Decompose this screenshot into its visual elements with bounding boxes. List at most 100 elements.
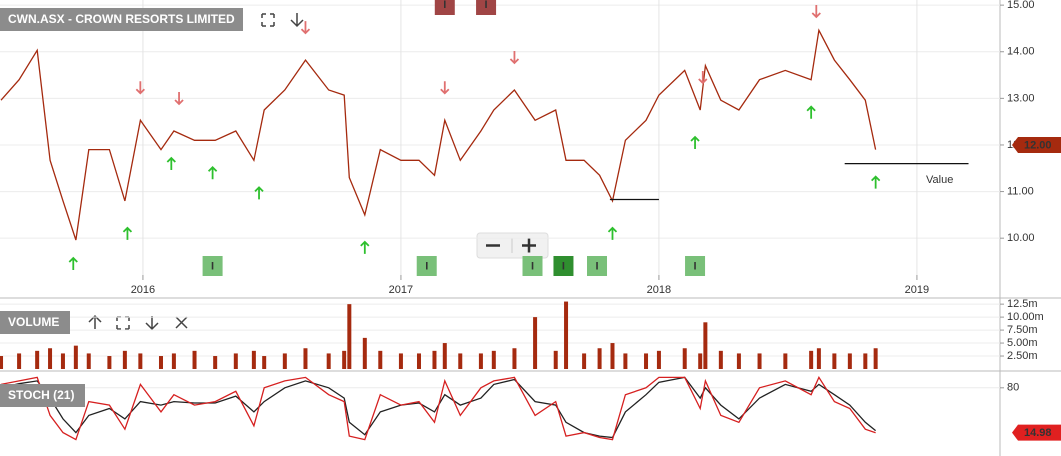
last-value-label: 12.00 (1024, 139, 1052, 151)
sell-signal (811, 5, 821, 19)
buy-signal (122, 226, 133, 240)
volume-bar (416, 353, 421, 369)
y-tick-label: 7.50m (1007, 324, 1038, 336)
y-tick-label: 80 (1007, 382, 1019, 394)
buy-signal (68, 256, 78, 270)
last-value-box (1012, 136, 1061, 153)
buy-signal (871, 175, 881, 189)
volume-bar (378, 350, 383, 369)
event-label: I (485, 0, 488, 11)
sell-signal (509, 50, 520, 65)
sell-signal (440, 81, 450, 95)
panel-title-box (0, 8, 243, 31)
event-label: I (562, 260, 565, 272)
event-label: I (531, 260, 534, 272)
y-tick-label: 10.00 (1007, 232, 1035, 244)
volume-bar (783, 353, 788, 369)
volume-bar (138, 353, 143, 369)
volume-bar (623, 353, 628, 369)
volume-bar (432, 350, 437, 369)
volume-bar (35, 350, 40, 369)
buy-signal (166, 156, 176, 170)
event-marker (476, 0, 497, 15)
volume-bar (597, 348, 602, 369)
panel-title: STOCH (21) (8, 388, 74, 402)
volume-bar (17, 353, 22, 369)
maximize-icon[interactable] (261, 13, 275, 27)
y-tick-label: 5.00m (1007, 337, 1038, 349)
event-label: I (425, 260, 428, 272)
panel-title-box (0, 384, 85, 407)
event-marker (434, 0, 455, 15)
y-tick-label: 15.00 (1007, 0, 1035, 11)
event-marker (522, 256, 543, 276)
y-tick-label: 10.00m (1007, 311, 1044, 323)
volume-bar (644, 353, 649, 369)
move-down-icon[interactable] (290, 13, 304, 28)
volume-bar (582, 353, 587, 369)
event-marker (587, 256, 608, 276)
volume-bar (703, 322, 708, 369)
x-tick-label: 2017 (389, 284, 413, 296)
volume-bar (73, 345, 78, 369)
volume-bar (233, 353, 238, 369)
event-label: I (211, 260, 214, 272)
move-down-icon[interactable] (145, 316, 159, 331)
volume-bar (398, 353, 403, 369)
zoom-control[interactable] (476, 232, 549, 259)
volume-bar (553, 350, 558, 369)
y-tick-label: 11.00 (1007, 185, 1034, 197)
panel-title-box (0, 311, 70, 334)
volume-bar (122, 350, 127, 369)
event-marker (202, 256, 223, 276)
buy-signal (254, 186, 264, 200)
volume-bar (809, 350, 814, 369)
volume-bar (863, 353, 868, 369)
panel-title: CWN.ASX - CROWN RESORTS LIMITED (8, 12, 235, 26)
volume-bar (107, 356, 112, 369)
volume-bar (847, 353, 852, 369)
volume-bar (458, 353, 463, 369)
volume-bar (533, 317, 538, 369)
panel-tools[interactable] (88, 13, 304, 331)
series-line (0, 28, 877, 241)
volume-bar (60, 353, 65, 369)
y-tick-label: 12.5m (1007, 298, 1038, 310)
buy-signal (360, 240, 370, 254)
volume-bar (682, 348, 687, 369)
volume-bar (478, 353, 483, 369)
volume-bar (192, 350, 197, 369)
volume-bar (698, 353, 703, 369)
series-line (0, 376, 876, 441)
x-tick-label: 2019 (905, 284, 929, 296)
volume-bar (362, 337, 367, 369)
volume-bar (86, 353, 91, 369)
volume-bar (610, 343, 615, 369)
volume-bar (303, 348, 308, 369)
sell-signal (698, 71, 708, 85)
y-tick-label: 14.00 (1007, 46, 1035, 58)
volume-bar (0, 356, 4, 369)
y-tick-label: 2.50m (1007, 350, 1038, 362)
volume-bar (158, 356, 163, 369)
x-tick-label: 2018 (647, 284, 671, 296)
volume-bar (564, 301, 569, 369)
buy-signal (690, 135, 700, 149)
sell-signal (300, 21, 311, 35)
volume-bar (512, 348, 517, 369)
volume-bar (262, 356, 267, 369)
y-tick-label: 13.00 (1007, 92, 1035, 104)
buy-signal (607, 226, 618, 240)
panel-title: VOLUME (8, 315, 59, 329)
last-value-box (1012, 424, 1061, 441)
event-marker (416, 256, 437, 276)
volume-bar (656, 350, 661, 369)
last-value-label: 14.98 (1024, 427, 1052, 439)
move-up-icon[interactable] (88, 314, 102, 329)
volume-bar (326, 353, 331, 369)
close-icon[interactable] (175, 316, 188, 329)
volume-bar (491, 350, 496, 369)
volume-bar (251, 350, 256, 369)
